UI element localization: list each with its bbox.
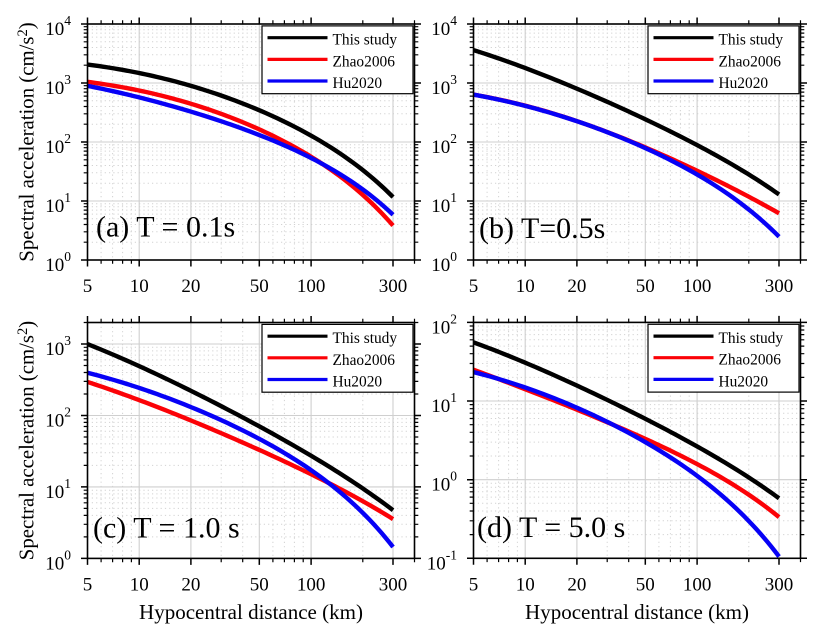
svg-text:300: 300 [379,276,408,297]
svg-text:100: 100 [297,574,326,595]
svg-text:5: 5 [469,276,479,297]
svg-text:Hypocentral distance (km): Hypocentral distance (km) [525,600,749,624]
svg-text:Zhao2006: Zhao2006 [719,53,782,70]
svg-text:This study: This study [719,32,784,49]
svg-text:50: 50 [636,574,655,595]
svg-text:20: 20 [567,276,586,297]
svg-text:(b) T=0.5s: (b) T=0.5s [479,212,605,245]
svg-text:100: 100 [683,574,712,595]
svg-text:Hu2020: Hu2020 [333,374,383,391]
svg-text:Spectral acceleration (cm/s2): Spectral acceleration (cm/s2) [15,321,39,560]
svg-text:5: 5 [83,276,93,297]
svg-text:(c) T = 1.0 s: (c) T = 1.0 s [93,512,240,545]
svg-text:10: 10 [130,276,149,297]
svg-text:20: 20 [181,276,200,297]
svg-text:This study: This study [333,330,398,347]
svg-text:10: 10 [516,276,535,297]
svg-text:Zhao2006: Zhao2006 [719,352,782,369]
svg-text:(a) T = 0.1s: (a) T = 0.1s [96,211,235,244]
svg-text:This study: This study [719,330,784,347]
svg-text:10: 10 [130,574,149,595]
svg-text:This study: This study [333,32,398,49]
svg-text:50: 50 [250,574,269,595]
svg-text:(d) T = 5.0 s: (d) T = 5.0 s [477,511,625,544]
svg-text:Zhao2006: Zhao2006 [333,352,396,369]
svg-text:Hu2020: Hu2020 [333,75,383,92]
svg-text:Hu2020: Hu2020 [719,373,769,390]
svg-text:300: 300 [765,276,794,297]
svg-text:100: 100 [683,276,712,297]
svg-text:300: 300 [765,574,794,595]
svg-text:Spectral acceleration (cm/s2): Spectral acceleration (cm/s2) [15,22,39,261]
svg-text:Hu2020: Hu2020 [719,75,769,92]
svg-text:20: 20 [181,574,200,595]
svg-text:100: 100 [297,276,326,297]
svg-text:20: 20 [567,574,586,595]
svg-text:Zhao2006: Zhao2006 [333,53,396,70]
svg-text:10: 10 [516,574,535,595]
svg-text:50: 50 [250,276,269,297]
svg-text:300: 300 [379,574,408,595]
svg-text:Hypocentral distance (km): Hypocentral distance (km) [139,600,363,624]
svg-text:5: 5 [83,574,93,595]
svg-text:50: 50 [636,276,655,297]
svg-text:5: 5 [469,574,479,595]
